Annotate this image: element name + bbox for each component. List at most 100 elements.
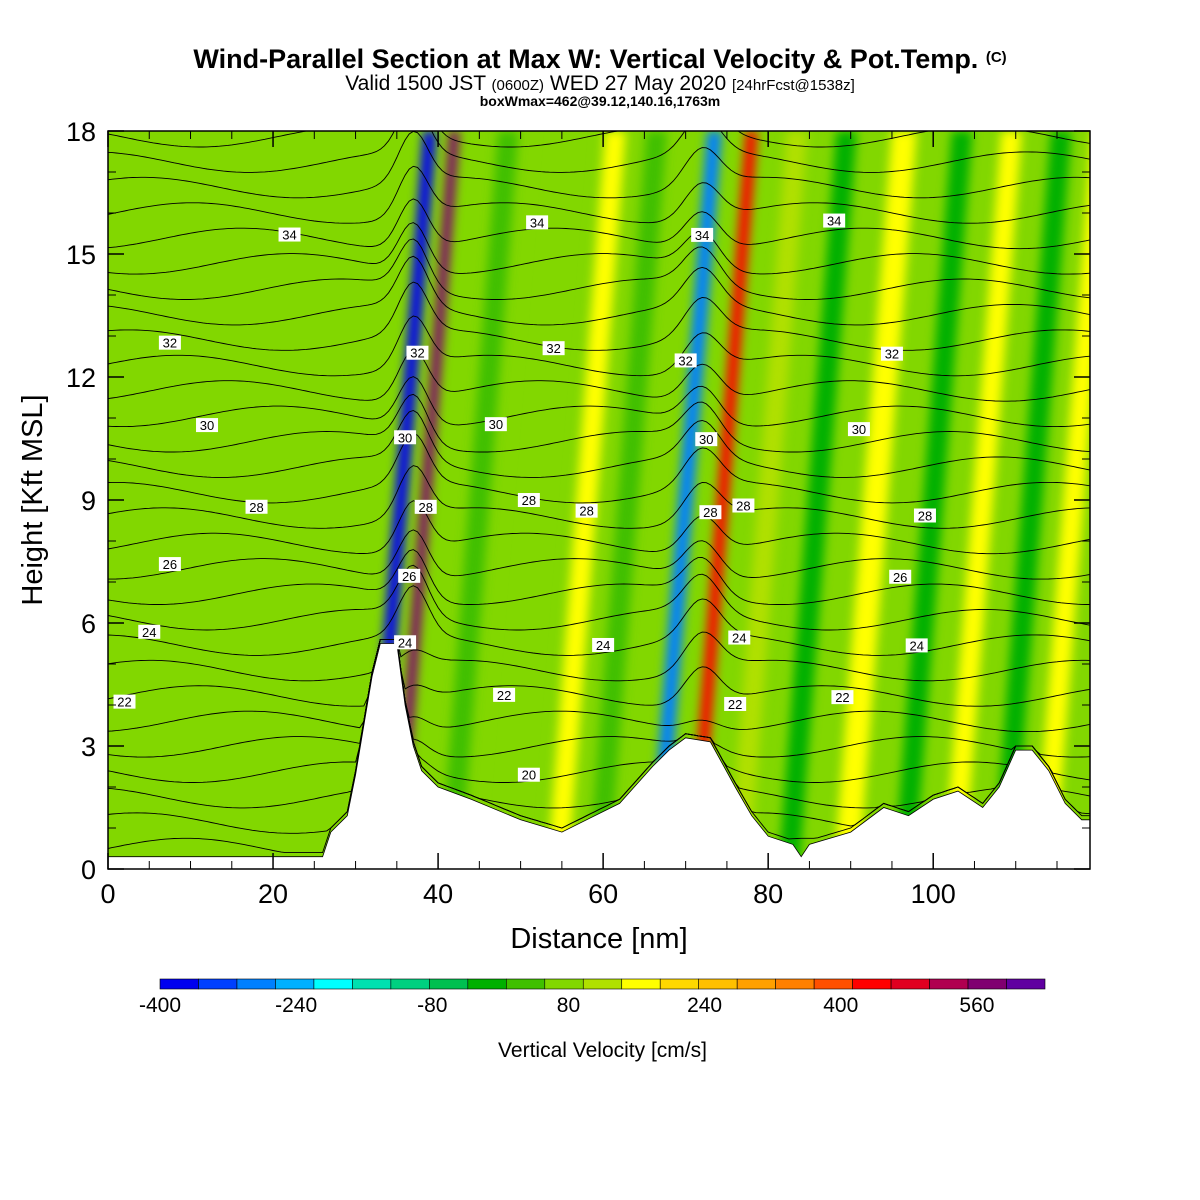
contour-label-box [158,557,181,572]
chart-title: Wind-Parallel Section at Max W: Vertical… [0,44,1200,75]
contour-label-box [592,637,615,652]
contour-label: 22 [497,688,511,703]
contour-label-box [823,213,846,228]
velocity-band [943,131,1022,869]
theta-contour-line [108,638,1090,707]
colorbar-swatch [736,978,776,990]
theta-contour-line [108,564,1090,631]
contour-label: 26 [893,570,907,585]
contour-label: 28 [418,500,432,515]
colorbar-swatch [967,978,1007,990]
velocity-band [834,131,917,869]
contour-label: 28 [918,508,932,523]
contour-label-box [406,345,429,360]
valid-date: WED 27 May 2020 [549,72,727,95]
chart-title-text: Wind-Parallel Section at Max W: Vertical… [193,44,979,74]
contour-label: 24 [398,635,412,650]
terrain [108,643,1090,869]
colorbar-swatch [352,978,392,990]
contour-label: 30 [699,432,713,447]
colorbar-swatch [198,978,238,990]
contour-label: 28 [579,504,593,519]
colorbar-swatch [275,978,315,990]
contour-label: 24 [909,638,923,653]
colorbar-swatch [929,978,969,990]
contour-label-box [691,227,714,242]
contour-label-box [732,498,755,513]
contour-label-box [138,624,161,639]
colorbar-tick-label: 80 [557,994,580,1017]
y-tick-label: 12 [66,363,96,393]
colorbar-swatch [813,978,853,990]
theta-contour-line [108,500,1090,555]
velocity-band [993,131,1072,869]
theta-contour-line [108,465,1090,529]
forecast-info: [24hrFcst@1538z] [732,77,855,94]
velocity-band [649,131,722,869]
theta-contour-line [108,315,1090,377]
colorbar-swatch [544,978,584,990]
contour-label-box [542,341,565,356]
contour-label: 34 [695,228,709,243]
velocity-bands [365,131,1090,869]
colorbar-swatch [467,978,507,990]
contour-label-box [847,422,870,437]
theta-contour-line [108,165,1090,224]
theta-contour-line [108,433,1090,504]
theta-contour-line [108,376,1090,428]
contour-label-box [398,568,421,583]
contour-label: 32 [678,353,692,368]
y-tick-label: 18 [66,117,96,147]
contour-label-box [913,508,936,523]
velocity-band [1034,157,1090,869]
colorbar-swatch [506,978,546,990]
colorbar-swatch [621,978,661,990]
contour-label: 30 [398,430,412,445]
contour-label: 30 [489,417,503,432]
contour-label-box [724,696,747,711]
colorbar-tick-label: -80 [417,994,447,1017]
x-tick-label: 80 [753,879,783,909]
contour-label-box [158,335,181,350]
theta-contour-line [108,131,1090,173]
theta-contours [108,131,1090,854]
contour-label-box [674,353,697,368]
contour-label-box [728,630,751,645]
contour-label: 22 [835,690,849,705]
colorbar-swatch [313,978,353,990]
utc-time: (0600Z) [491,77,545,94]
contour-label-box [245,499,268,514]
theta-contour-line [108,198,1090,250]
colorbar-swatch [159,978,199,990]
colorbar-swatch [1006,978,1046,990]
theta-contour-line [108,131,1090,199]
contour-label: 24 [732,631,746,646]
box-w-max: boxWmax=462@39.12,140.16,1763m [479,93,721,109]
colorbar-swatch [775,978,815,990]
contour-label: 34 [282,228,296,243]
colorbar-tick-label: 240 [687,994,722,1017]
y-tick-label: 6 [81,609,96,639]
theta-contour-line [108,529,1090,580]
contour-label: 20 [522,768,536,783]
y-tick-label: 3 [81,732,96,762]
valid-time: Valid 1500 JST [345,72,486,95]
contour-label: 34 [530,215,544,230]
contour-label: 30 [200,418,214,433]
contour-label: 28 [249,500,263,515]
contour-label-box [493,687,516,702]
contour-label-box [196,418,219,433]
y-tick-label: 15 [66,240,96,270]
velocity-band [688,131,758,869]
contour-label: 28 [703,505,717,520]
contour-label-box [484,417,507,432]
contour-label-box [278,227,301,242]
theta-contour-line [108,410,1090,478]
contour-label: 24 [596,638,610,653]
contour-label-box [575,503,598,518]
contour-label: 32 [546,341,560,356]
colorbar: -400 -240 -80 80 240 400 560 Vertical Velocity … [139,978,1046,1062]
contour-label: 28 [522,493,536,508]
contour-label-box [394,635,417,650]
